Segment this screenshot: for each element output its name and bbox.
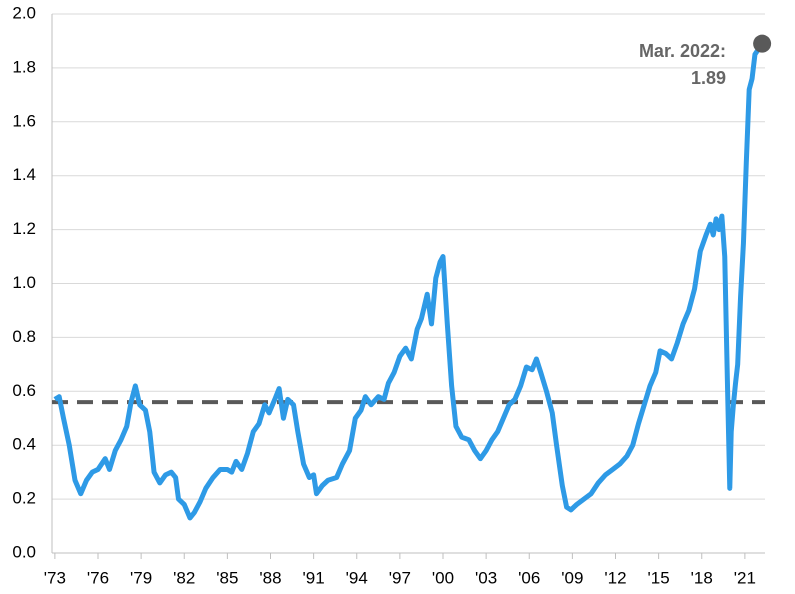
- x-tick-label: '76: [87, 568, 109, 587]
- y-tick-label: 1.6: [12, 111, 36, 130]
- annotation-value: 1.89: [691, 68, 726, 88]
- y-tick-label: 0.4: [12, 435, 36, 454]
- x-tick-label: '82: [173, 568, 195, 587]
- x-tick-label: '21: [734, 568, 756, 587]
- x-tick-label: '91: [303, 568, 325, 587]
- last-point-marker: [753, 34, 772, 53]
- y-tick-label: 2.0: [12, 3, 36, 22]
- y-tick-label: 1.4: [12, 165, 36, 184]
- x-tick-label: '00: [432, 568, 454, 587]
- x-tick-label: '88: [259, 568, 281, 587]
- y-tick-label: 0.0: [12, 542, 36, 561]
- x-tick-label: '09: [561, 568, 583, 587]
- series-line: [53, 42, 765, 521]
- x-tick-label: '73: [44, 568, 66, 587]
- y-tick-label: 1.2: [12, 219, 36, 238]
- x-tick-label: '97: [389, 568, 411, 587]
- x-tick-label: '06: [518, 568, 540, 587]
- x-tick-label: '18: [691, 568, 713, 587]
- y-tick-label: 1.0: [12, 273, 36, 292]
- y-tick-label: 0.6: [12, 381, 36, 400]
- x-tick-label: '79: [130, 568, 152, 587]
- y-tick-label: 1.8: [12, 57, 36, 76]
- y-tick-label: 0.2: [12, 489, 36, 508]
- x-tick-label: '03: [475, 568, 497, 587]
- x-tick-label: '94: [346, 568, 368, 587]
- x-tick-label: '15: [648, 568, 670, 587]
- y-tick-label: 0.8: [12, 327, 36, 346]
- x-tick-label: '12: [604, 568, 626, 587]
- x-tick-label: '85: [216, 568, 238, 587]
- annotation: Mar. 2022:: [639, 41, 726, 61]
